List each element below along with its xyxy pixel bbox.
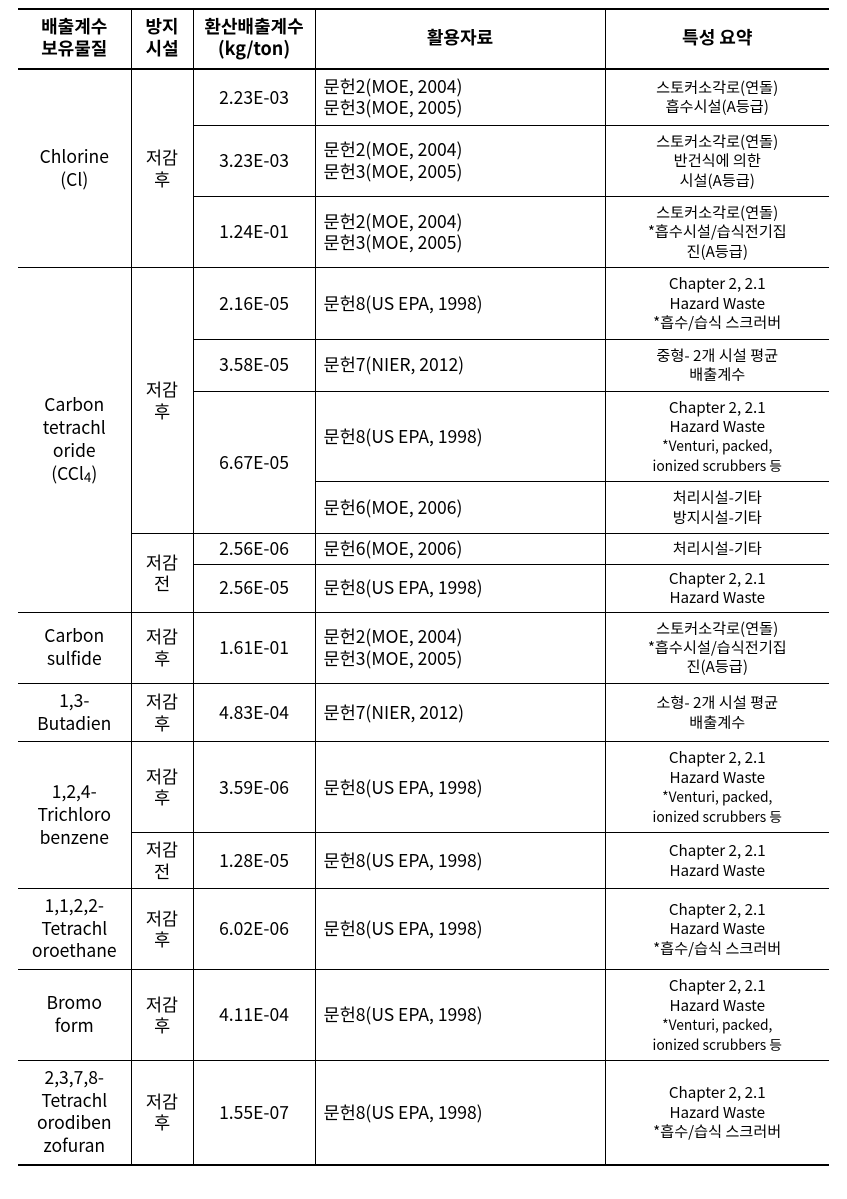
factor-cell: 6.02E-06 xyxy=(193,888,315,969)
source-cell: 문헌7(NIER, 2012) xyxy=(315,339,605,391)
substance-cell: 2,3,7,8-Tetrachlorodibenzofuran xyxy=(18,1060,131,1165)
source-cell: 문헌6(MOE, 2006) xyxy=(315,534,605,564)
summary-cell: Chapter 2, 2.1Hazard Waste*흡수/습식 스크러버 xyxy=(605,888,829,969)
facility-cell: 저감후 xyxy=(131,69,193,268)
summary-cell: 중형- 2개 시설 평균배출계수 xyxy=(605,339,829,391)
source-cell: 문헌8(US EPA, 1998) xyxy=(315,391,605,482)
summary-cell: 스토커소각로(연돌)*흡수시설/습식전기집진(A등급) xyxy=(605,612,829,683)
summary-cell: Chapter 2, 2.1Hazard Waste*Venturi, pack… xyxy=(605,742,829,833)
factor-cell: 4.11E-04 xyxy=(193,970,315,1061)
summary-cell: 처리시설-기타 xyxy=(605,534,829,564)
substance-cell: 1,3-Butadien xyxy=(18,683,131,742)
source-cell: 문헌2(MOE, 2004)문헌3(MOE, 2005) xyxy=(315,125,605,196)
factor-cell: 2.56E-06 xyxy=(193,534,315,564)
facility-cell: 저감전 xyxy=(131,534,193,612)
emission-factors-table: 배출계수보유물질 방지시설 환산배출계수(kg/ton) 활용자료 특성 요약 … xyxy=(18,8,829,1166)
hdr-facility: 방지시설 xyxy=(131,9,193,69)
summary-cell: 스토커소각로(연돌)*흡수시설/습식전기집진(A등급) xyxy=(605,196,829,267)
hdr-source: 활용자료 xyxy=(315,9,605,69)
substance-cell: Carbontetrachloride(CCl4) xyxy=(18,268,131,612)
hdr-summary: 특성 요약 xyxy=(605,9,829,69)
source-cell: 문헌7(NIER, 2012) xyxy=(315,683,605,742)
source-cell: 문헌2(MOE, 2004)문헌3(MOE, 2005) xyxy=(315,612,605,683)
source-cell: 문헌6(MOE, 2006) xyxy=(315,482,605,534)
factor-cell: 1.28E-05 xyxy=(193,833,315,889)
source-cell: 문헌8(US EPA, 1998) xyxy=(315,742,605,833)
source-cell: 문헌8(US EPA, 1998) xyxy=(315,564,605,612)
factor-cell: 2.56E-05 xyxy=(193,564,315,612)
facility-cell: 저감후 xyxy=(131,683,193,742)
facility-cell: 저감후 xyxy=(131,742,193,833)
substance-cell: Carbonsulfide xyxy=(18,612,131,683)
substance-cell: Chlorine(Cl) xyxy=(18,69,131,268)
factor-cell: 3.59E-06 xyxy=(193,742,315,833)
source-cell: 문헌8(US EPA, 1998) xyxy=(315,268,605,339)
substance-cell: 1,2,4-Trichlorobenzene xyxy=(18,742,131,889)
factor-cell: 1.61E-01 xyxy=(193,612,315,683)
facility-cell: 저감후 xyxy=(131,268,193,534)
hdr-factor: 환산배출계수(kg/ton) xyxy=(193,9,315,69)
summary-cell: Chapter 2, 2.1Hazard Waste xyxy=(605,833,829,889)
hdr-substance: 배출계수보유물질 xyxy=(18,9,131,69)
factor-cell: 2.23E-03 xyxy=(193,69,315,125)
factor-cell: 2.16E-05 xyxy=(193,268,315,339)
summary-cell: 처리시설-기타방지시설-기타 xyxy=(605,482,829,534)
substance-cell: 1,1,2,2-Tetrachloroethane xyxy=(18,888,131,969)
substance-cell: Bromoform xyxy=(18,970,131,1061)
summary-cell: 스토커소각로(연돌)반건식에 의한시설(A등급) xyxy=(605,125,829,196)
summary-cell: Chapter 2, 2.1Hazard Waste*흡수/습식 스크러버 xyxy=(605,1060,829,1165)
summary-cell: Chapter 2, 2.1Hazard Waste*흡수/습식 스크러버 xyxy=(605,268,829,339)
facility-cell: 저감후 xyxy=(131,612,193,683)
factor-cell: 3.23E-03 xyxy=(193,125,315,196)
source-cell: 문헌8(US EPA, 1998) xyxy=(315,970,605,1061)
summary-cell: Chapter 2, 2.1Hazard Waste*Venturi, pack… xyxy=(605,970,829,1061)
summary-cell: 스토커소각로(연돌)흡수시설(A등급) xyxy=(605,69,829,125)
factor-cell: 4.83E-04 xyxy=(193,683,315,742)
summary-cell: Chapter 2, 2.1Hazard Waste*Venturi, pack… xyxy=(605,391,829,482)
source-cell: 문헌2(MOE, 2004)문헌3(MOE, 2005) xyxy=(315,196,605,267)
factor-cell: 1.55E-07 xyxy=(193,1060,315,1165)
facility-cell: 저감전 xyxy=(131,833,193,889)
factor-cell: 3.58E-05 xyxy=(193,339,315,391)
summary-cell: Chapter 2, 2.1Hazard Waste xyxy=(605,564,829,612)
facility-cell: 저감후 xyxy=(131,1060,193,1165)
source-cell: 문헌8(US EPA, 1998) xyxy=(315,888,605,969)
source-cell: 문헌8(US EPA, 1998) xyxy=(315,1060,605,1165)
factor-cell: 1.24E-01 xyxy=(193,196,315,267)
summary-cell: 소형- 2개 시설 평균배출계수 xyxy=(605,683,829,742)
facility-cell: 저감후 xyxy=(131,970,193,1061)
factor-cell: 6.67E-05 xyxy=(193,391,315,534)
source-cell: 문헌8(US EPA, 1998) xyxy=(315,833,605,889)
facility-cell: 저감후 xyxy=(131,888,193,969)
source-cell: 문헌2(MOE, 2004)문헌3(MOE, 2005) xyxy=(315,69,605,125)
